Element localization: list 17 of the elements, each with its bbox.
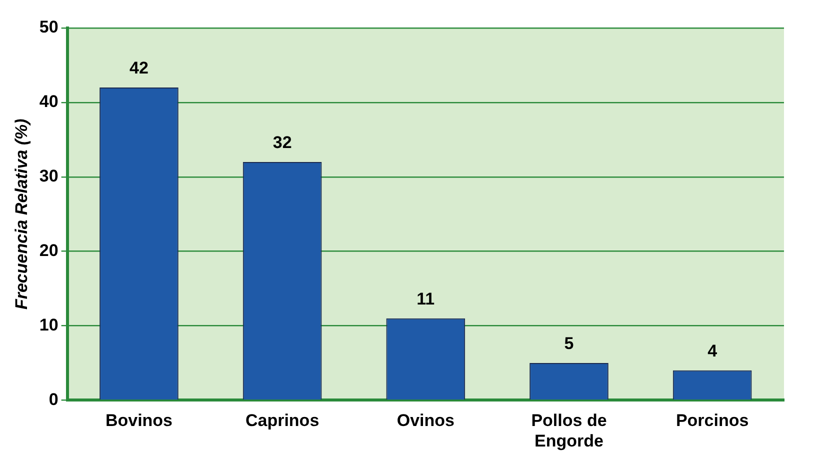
y-tick-label: 0 <box>48 390 58 409</box>
data-label: 42 <box>130 58 148 78</box>
x-tick-label: Pollos de Engorde <box>531 411 607 450</box>
y-tick-label: 20 <box>39 241 58 260</box>
y-tick-label: 50 <box>39 18 58 37</box>
data-label: 4 <box>708 342 718 361</box>
data-label: 5 <box>564 334 574 354</box>
y-tick-label: 40 <box>39 92 58 112</box>
y-axis-title: Frecuencia Relativa (%) <box>12 118 31 310</box>
x-tick-label: Caprinos <box>245 411 320 430</box>
x-tick-label: Ovinos <box>396 411 454 430</box>
x-tick-label: Porcinos <box>676 411 749 430</box>
data-label: 11 <box>416 290 435 309</box>
y-tick-label: 30 <box>39 166 58 186</box>
y-tick-label: 10 <box>39 315 58 334</box>
x-tick-label: Bovinos <box>105 411 173 430</box>
data-label: 32 <box>272 133 292 152</box>
